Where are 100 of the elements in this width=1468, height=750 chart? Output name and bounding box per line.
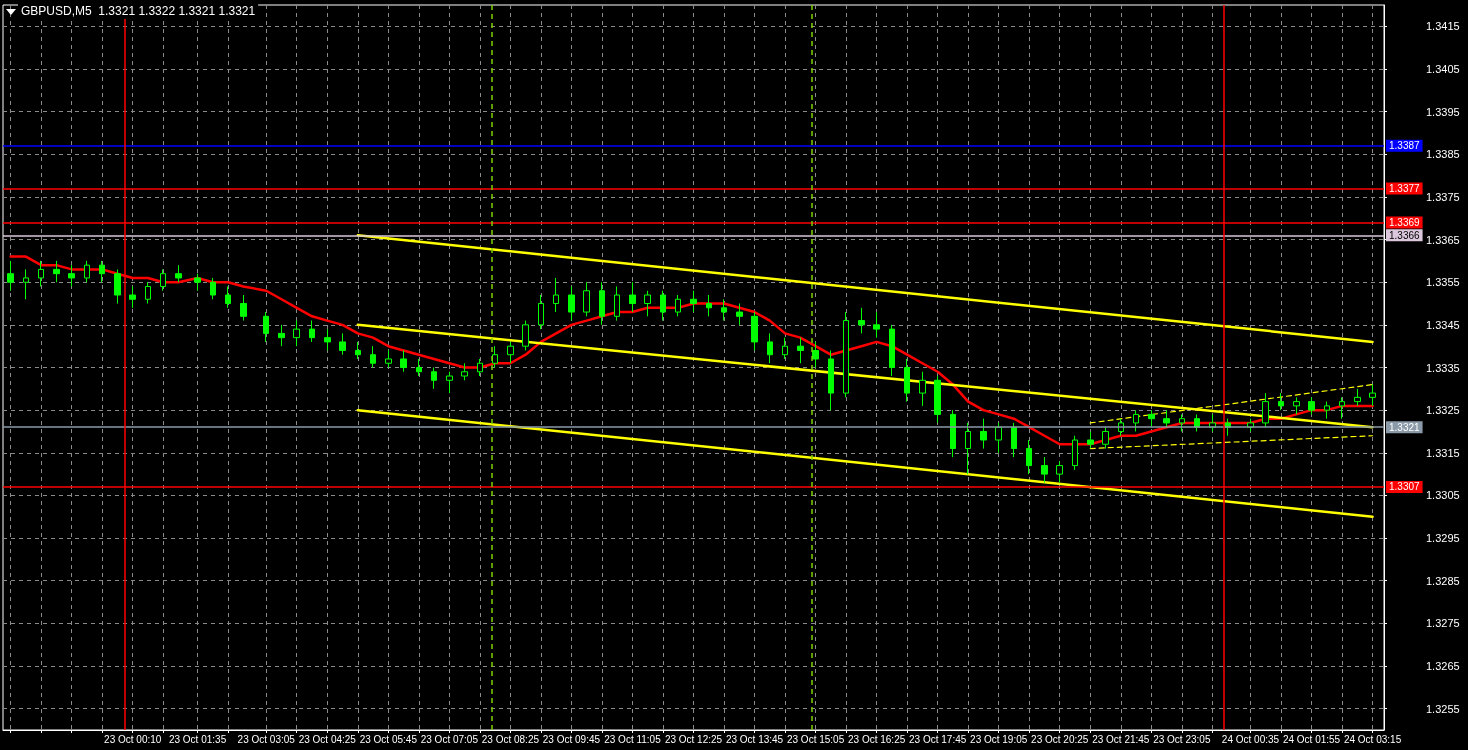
ref-line-label: 1.3369 bbox=[1389, 217, 1421, 228]
candlestick bbox=[507, 341, 514, 364]
y-tick-label: 1.3285 bbox=[1426, 574, 1460, 587]
x-tick-label: 23 Oct 11:05 bbox=[604, 733, 662, 745]
candlestick bbox=[431, 367, 437, 390]
x-tick-label: 23 Oct 13:45 bbox=[725, 733, 784, 745]
x-tick-label: 23 Oct 16:25 bbox=[847, 733, 906, 745]
x-tick-label: 23 Oct 03:05 bbox=[237, 733, 296, 745]
x-tick-label: 24 Oct 01:55 bbox=[1282, 733, 1341, 745]
candlestick bbox=[400, 349, 407, 373]
candlestick bbox=[1011, 422, 1017, 458]
candlestick bbox=[995, 422, 1002, 454]
candlestick bbox=[568, 285, 575, 322]
y-tick-label: 1.3395 bbox=[1426, 105, 1460, 118]
x-tick-label: 23 Oct 17:45 bbox=[909, 733, 967, 745]
candlestick bbox=[965, 422, 971, 475]
x-tick-label: 23 Oct 12:25 bbox=[664, 733, 723, 745]
candlestick bbox=[599, 281, 605, 326]
y-tick-label: 1.3325 bbox=[1426, 404, 1460, 417]
candlestick bbox=[889, 324, 895, 377]
x-tick-label: 23 Oct 20:25 bbox=[1031, 733, 1089, 745]
candlestick bbox=[1194, 413, 1200, 432]
y-tick-label: 1.3405 bbox=[1426, 62, 1460, 75]
candlestick bbox=[1026, 439, 1032, 475]
x-tick-label: 23 Oct 21:45 bbox=[1092, 733, 1150, 745]
candlestick bbox=[446, 371, 453, 394]
candlestick bbox=[355, 341, 361, 360]
x-tick-label: 23 Oct 05:45 bbox=[359, 733, 418, 745]
candlestick bbox=[751, 311, 758, 351]
candlestick bbox=[538, 294, 544, 330]
y-tick-label: 1.3375 bbox=[1426, 190, 1460, 203]
candlestick bbox=[950, 409, 956, 458]
y-tick-label: 1.3315 bbox=[1426, 446, 1460, 459]
candlestick bbox=[1087, 430, 1094, 450]
chart-title: GBPUSD,M5 1.3321 1.3322 1.3321 1.3321 bbox=[21, 4, 256, 18]
x-tick-label: 23 Oct 00:10 bbox=[104, 733, 162, 745]
candlestick bbox=[477, 358, 483, 377]
y-tick-label: 1.3415 bbox=[1426, 20, 1460, 33]
candlestick bbox=[461, 362, 468, 381]
candlestick bbox=[873, 311, 880, 339]
candlestick bbox=[293, 320, 300, 347]
y-tick-label: 1.3265 bbox=[1426, 660, 1460, 673]
candlestick bbox=[1072, 435, 1078, 471]
candlestick bbox=[1133, 409, 1139, 432]
ref-line-label: 1.3387 bbox=[1389, 140, 1421, 152]
x-tick-label: 23 Oct 01:35 bbox=[168, 733, 227, 745]
candlestick bbox=[675, 294, 681, 317]
candlestick bbox=[843, 311, 849, 398]
ref-line-label: 1.3321 bbox=[1389, 421, 1421, 433]
candlestick bbox=[919, 371, 926, 407]
x-tick-label: 23 Oct 04:25 bbox=[298, 733, 357, 745]
candlestick bbox=[934, 375, 941, 424]
x-tick-label: 23 Oct 08:25 bbox=[481, 733, 540, 745]
x-tick-label: 23 Oct 07:05 bbox=[420, 733, 479, 745]
candlestick bbox=[553, 277, 559, 313]
x-tick-label: 23 Oct 15:05 bbox=[786, 733, 845, 745]
ref-line-label: 1.3366 bbox=[1389, 229, 1421, 241]
y-tick-label: 1.3385 bbox=[1426, 148, 1460, 161]
y-tick-label: 1.3305 bbox=[1426, 489, 1460, 502]
candlestick bbox=[583, 281, 590, 317]
candlestick bbox=[812, 341, 819, 368]
candlestick bbox=[980, 418, 987, 450]
candlestick bbox=[1056, 460, 1063, 484]
candlestick bbox=[614, 285, 620, 322]
ref-line-label: 1.3377 bbox=[1389, 182, 1421, 194]
candlestick bbox=[522, 320, 529, 351]
y-tick-label: 1.3355 bbox=[1426, 276, 1460, 289]
candlestick bbox=[797, 337, 804, 364]
candlestick bbox=[904, 358, 910, 403]
candlestick bbox=[1041, 456, 1048, 484]
candlestick bbox=[767, 332, 773, 364]
candlestick bbox=[278, 324, 285, 347]
y-tick-label: 1.3295 bbox=[1426, 532, 1460, 545]
candlestick bbox=[1102, 426, 1109, 450]
x-tick-label: 23 Oct 19:05 bbox=[970, 733, 1028, 745]
y-tick-label: 1.3335 bbox=[1426, 361, 1460, 374]
candlestick bbox=[1179, 413, 1185, 432]
x-tick-label: 23 Oct 09:45 bbox=[542, 733, 601, 745]
candlestick bbox=[644, 290, 651, 317]
candlestick bbox=[721, 298, 727, 322]
candlestick bbox=[782, 337, 788, 360]
y-tick-label: 1.3365 bbox=[1426, 233, 1460, 246]
candlestick bbox=[629, 281, 636, 313]
candlestick bbox=[660, 290, 666, 322]
y-tick-label: 1.3275 bbox=[1426, 617, 1460, 630]
y-tick-label: 1.3255 bbox=[1426, 702, 1460, 715]
x-tick-label: 23 Oct 23:05 bbox=[1153, 733, 1211, 745]
candlestick bbox=[385, 349, 392, 368]
x-tick-label: 24 Oct 00:35 bbox=[1221, 733, 1280, 745]
candlestick bbox=[309, 320, 315, 343]
candlestick bbox=[1163, 409, 1170, 428]
candlestick bbox=[339, 332, 346, 356]
candlestick bbox=[370, 345, 376, 368]
candlestick bbox=[1148, 409, 1155, 428]
candlestick bbox=[690, 290, 697, 313]
ref-line-label: 1.3307 bbox=[1389, 481, 1421, 493]
candlestick bbox=[706, 294, 712, 317]
candlestick bbox=[492, 345, 498, 368]
candlestick bbox=[263, 311, 269, 343]
candlestick bbox=[736, 303, 743, 326]
